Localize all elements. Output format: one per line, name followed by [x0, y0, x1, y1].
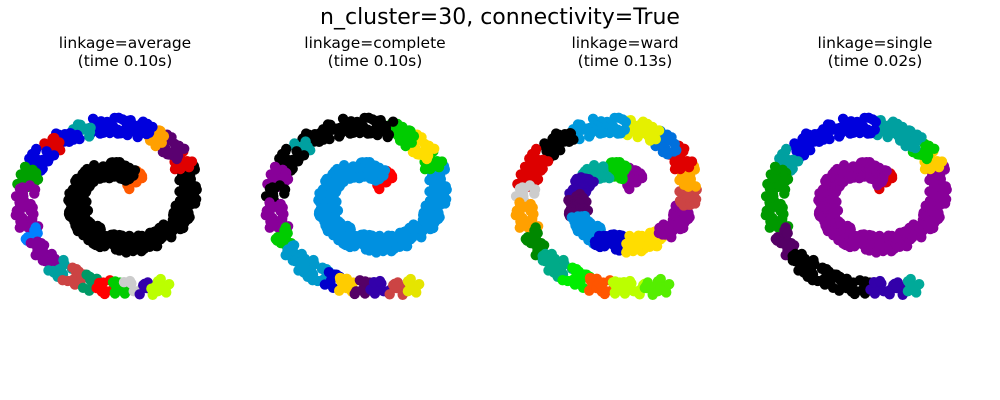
scatter-point [124, 275, 136, 287]
scatter-point [616, 230, 628, 241]
scatter-point [405, 273, 416, 285]
subplot-title: linkage=single (time 0.02s) [755, 34, 995, 70]
scatter-point [542, 156, 554, 167]
figure-title: n_cluster=30, connectivity=True [320, 5, 680, 30]
scatter-point [655, 273, 666, 285]
scatter-point [42, 156, 54, 167]
scatter-point [32, 228, 43, 239]
scatter-point [809, 259, 820, 270]
scatter-point [282, 228, 293, 239]
scatter-point [414, 279, 425, 290]
scatter-point [792, 156, 804, 167]
scatter-point [559, 259, 570, 270]
subplot-title: linkage=complete (time 0.10s) [255, 34, 495, 70]
scatter-point [374, 275, 386, 287]
scatter-point [70, 176, 81, 187]
scatter-point [320, 176, 331, 187]
scatter-plot-average [10, 112, 202, 300]
scatter-point [334, 131, 345, 142]
scatter-point [820, 176, 831, 187]
scatter-plot-complete [260, 112, 452, 300]
scatter-point [584, 131, 595, 142]
scatter-point [664, 279, 675, 290]
scatter-point [779, 188, 790, 199]
subplot-title-line2: (time 0.02s) [827, 52, 923, 70]
scatter-point [164, 279, 175, 290]
scatter-point [905, 273, 916, 285]
subplot-ward: linkage=ward (time 0.13s) [505, 34, 745, 400]
scatter-point [59, 259, 70, 270]
scatter-point [387, 116, 399, 127]
scatter-point [84, 131, 95, 142]
scatter-plot-single [760, 112, 952, 300]
subplot-single: linkage=single (time 0.02s) [755, 34, 995, 400]
subplot-title-line1: linkage=single [817, 34, 933, 52]
subplot-average: linkage=average (time 0.10s) [5, 34, 245, 400]
subplot-title: linkage=average (time 0.10s) [5, 34, 245, 70]
subplot-title-line1: linkage=complete [304, 34, 446, 52]
subplot-title-line2: (time 0.10s) [327, 52, 423, 70]
scatter-point [866, 230, 878, 241]
scatter-point [116, 230, 128, 241]
scatter-point [29, 188, 40, 199]
scatter-point [309, 259, 320, 270]
scatter-point [137, 116, 149, 127]
scatter-point [834, 131, 845, 142]
scatter-point [532, 228, 543, 239]
scatter-point [279, 188, 290, 199]
subplot-title-line2: (time 0.13s) [577, 52, 673, 70]
scatter-point [782, 228, 793, 239]
scatter-point [624, 275, 636, 287]
scatter-point [155, 273, 166, 285]
scatter-point [570, 176, 581, 187]
subplot-title: linkage=ward (time 0.13s) [505, 34, 745, 70]
subplot-complete: linkage=complete (time 0.10s) [255, 34, 495, 400]
scatter-point [366, 230, 378, 241]
scatter-point [637, 116, 649, 127]
scatter-point [874, 275, 886, 287]
subplot-title-line2: (time 0.10s) [77, 52, 173, 70]
scatter-point [529, 188, 540, 199]
subplot-title-line1: linkage=average [58, 34, 192, 52]
scatter-point [292, 156, 304, 167]
scatter-point [914, 279, 925, 290]
scatter-plot-ward [510, 112, 702, 300]
scatter-point [887, 116, 899, 127]
subplot-title-line1: linkage=ward [571, 34, 679, 52]
